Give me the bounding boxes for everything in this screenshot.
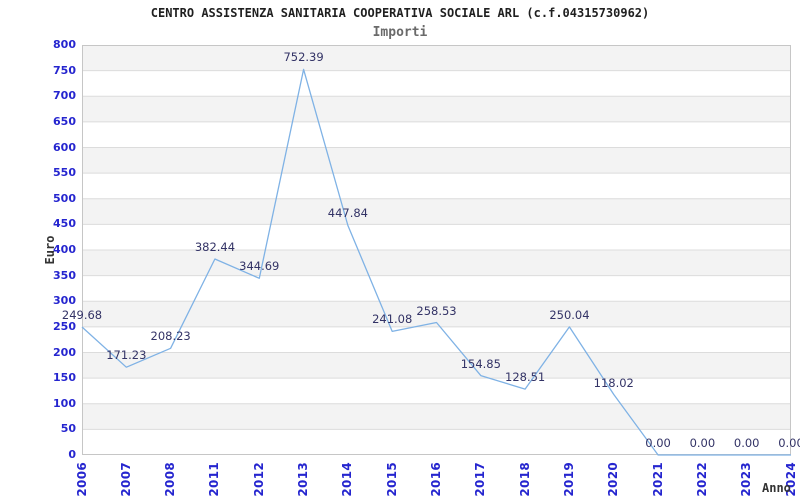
plot-band — [82, 96, 791, 122]
plot-band — [82, 429, 791, 455]
plot-band — [82, 403, 791, 430]
plot-band — [82, 45, 791, 71]
data-point-label: 0.00 — [733, 436, 760, 450]
y-tick-label: 300 — [53, 294, 76, 308]
y-tick-label: 600 — [53, 140, 76, 154]
data-point-label: 382.44 — [194, 239, 236, 254]
data-point-label: 241.08 — [372, 312, 413, 327]
x-tick-label: 2012 — [251, 462, 266, 497]
data-point-label: 0.00 — [645, 436, 671, 450]
data-point-label: 154.85 — [460, 356, 501, 371]
data-point-label: 0.00 — [689, 436, 716, 450]
data-point-label: 344.69 — [239, 259, 280, 274]
data-point-label: 128.51 — [505, 370, 546, 385]
series-line — [81, 68, 791, 456]
y-tick-label: 450 — [53, 217, 76, 231]
data-point-label: 258.53 — [416, 303, 457, 318]
plot-band — [82, 352, 791, 379]
x-tick-label: 2019 — [561, 462, 576, 497]
x-tick-label: 2013 — [296, 462, 311, 497]
y-tick-label: 200 — [53, 345, 76, 359]
y-tick-label: 650 — [53, 114, 76, 128]
x-tick-label: 2023 — [739, 462, 754, 497]
x-tick-label: 2022 — [694, 462, 709, 497]
y-tick-label: 800 — [53, 38, 76, 51]
y-tick-label: 150 — [53, 371, 76, 385]
x-tick-label: 2008 — [163, 462, 178, 497]
y-tick-label: 250 — [53, 319, 76, 333]
plot-band — [82, 147, 791, 174]
x-tick-label: 2018 — [517, 462, 532, 497]
data-point-label: 208.23 — [150, 329, 191, 344]
y-tick-label: 500 — [53, 191, 76, 205]
y-tick-label: 350 — [53, 268, 76, 282]
x-tick-label: 2014 — [340, 462, 355, 497]
data-point-label: 249.68 — [61, 308, 103, 323]
data-point-label: 447.84 — [327, 206, 368, 221]
x-tick-label: 2020 — [606, 462, 621, 497]
data-point-label: 171.23 — [106, 348, 147, 363]
chart-title: CENTRO ASSISTENZA SANITARIA COOPERATIVA … — [150, 6, 650, 20]
x-axis-title: Anno — [762, 481, 791, 495]
x-tick-label: 2021 — [650, 462, 665, 497]
plot-band — [82, 250, 791, 276]
plot-band — [82, 378, 791, 404]
x-tick-label: 2011 — [207, 462, 222, 497]
x-tick-label: 2006 — [74, 462, 89, 497]
y-axis-title: Euro — [43, 235, 57, 265]
plot-band — [82, 173, 791, 199]
y-tick-label: 0 — [68, 448, 76, 461]
plot-band — [82, 275, 791, 302]
y-tick-label: 50 — [60, 422, 76, 436]
x-tick-label: 2017 — [473, 462, 488, 497]
data-point-label: 118.02 — [593, 375, 634, 390]
y-tick-label: 550 — [53, 166, 76, 180]
x-tick-label: 2007 — [118, 462, 133, 497]
plot-border — [82, 45, 791, 455]
x-tick-label: 2015 — [384, 462, 399, 497]
x-tick-label: 2016 — [429, 462, 443, 497]
y-tick-label: 700 — [53, 89, 76, 103]
plot-band — [82, 198, 791, 225]
plot-band — [82, 326, 791, 353]
y-tick-label: 400 — [53, 243, 76, 256]
plot-band — [82, 70, 791, 97]
y-tick-label: 100 — [53, 396, 76, 410]
y-tick-label: 750 — [53, 63, 76, 77]
plot-band — [82, 121, 791, 148]
chart-subtitle: Importi — [372, 25, 428, 40]
data-point-label: 752.39 — [283, 50, 324, 65]
plot-band — [82, 224, 791, 250]
data-point-label: 0.00 — [778, 436, 800, 450]
data-point-label: 250.04 — [549, 307, 590, 322]
